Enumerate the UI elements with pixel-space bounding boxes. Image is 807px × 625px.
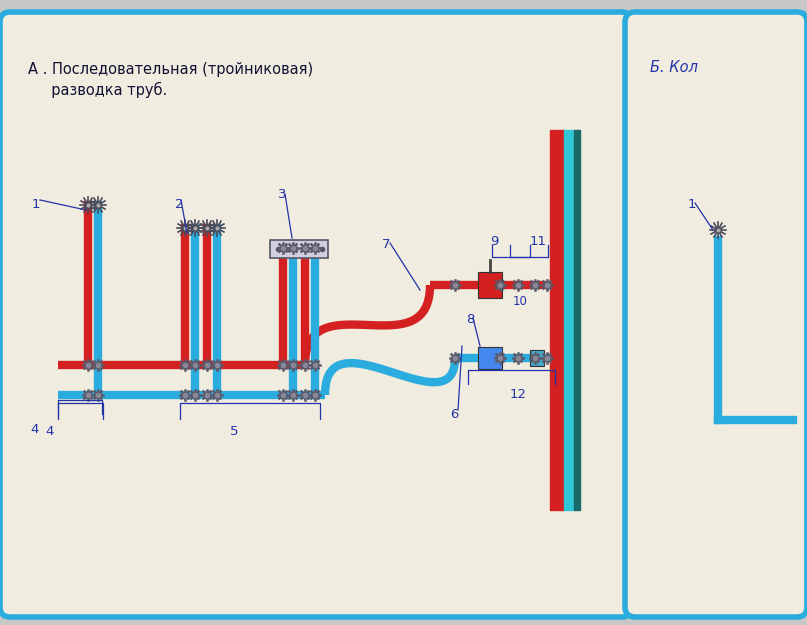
Text: Б. Кол: Б. Кол [650,60,698,75]
Text: А . Последовательная (тройниковая): А . Последовательная (тройниковая) [28,62,313,77]
FancyBboxPatch shape [0,12,632,617]
FancyBboxPatch shape [625,12,807,617]
Text: 7: 7 [382,238,391,251]
Text: 9: 9 [490,235,499,248]
Text: разводка труб.: разводка труб. [42,82,167,98]
Bar [564,130,574,510]
Bar [270,240,328,258]
Text: 12: 12 [510,388,527,401]
Text: 4: 4 [30,423,39,436]
Text: 1: 1 [688,198,696,211]
Bar [478,347,502,369]
Text: 4: 4 [45,425,53,438]
Text: 8: 8 [466,313,475,326]
Text: 10: 10 [513,295,528,308]
Text: 2: 2 [175,198,183,211]
Text: 3: 3 [278,188,286,201]
Text: 11: 11 [530,235,547,248]
Bar [550,130,564,510]
Bar [478,272,502,298]
Bar [574,130,580,510]
Text: 1: 1 [32,198,40,211]
Text: 5: 5 [230,425,239,438]
Bar [530,350,544,366]
Text: 6: 6 [450,408,458,421]
